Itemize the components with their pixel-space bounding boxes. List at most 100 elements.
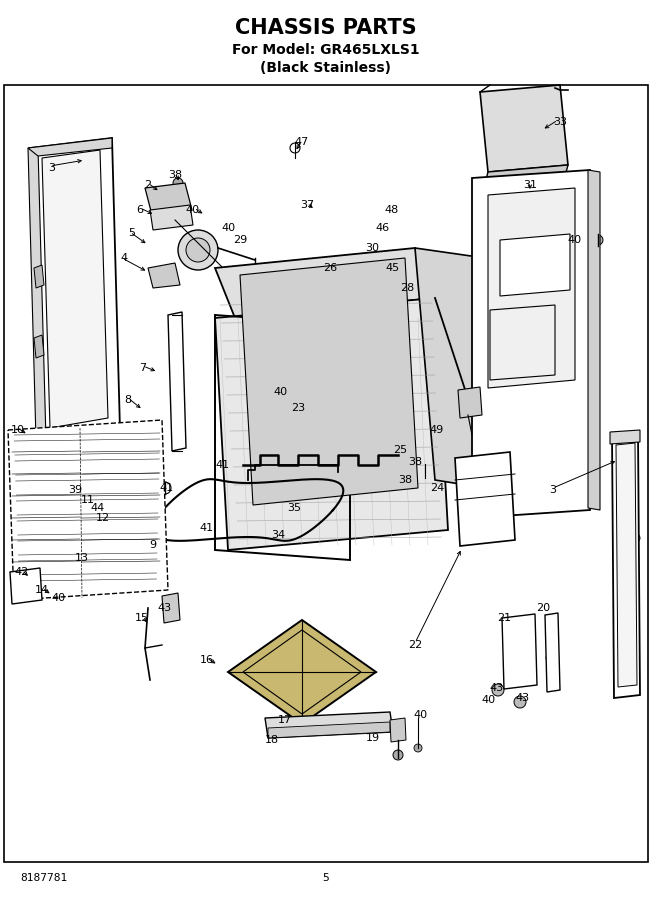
Polygon shape: [215, 248, 435, 318]
Text: 37: 37: [300, 200, 314, 210]
Text: 29: 29: [233, 235, 247, 245]
Text: 22: 22: [408, 640, 422, 650]
Text: 11: 11: [81, 495, 95, 505]
Text: 2: 2: [145, 180, 151, 190]
Polygon shape: [500, 234, 570, 296]
Text: 47: 47: [295, 137, 309, 147]
Polygon shape: [28, 148, 46, 440]
Polygon shape: [240, 258, 418, 505]
Polygon shape: [8, 420, 168, 600]
Polygon shape: [10, 568, 42, 604]
Polygon shape: [610, 430, 640, 444]
Circle shape: [13, 570, 23, 580]
Text: 38: 38: [398, 475, 412, 485]
Circle shape: [159, 482, 171, 494]
Polygon shape: [265, 712, 393, 738]
Text: 19: 19: [366, 733, 380, 743]
Text: 40: 40: [567, 235, 581, 245]
Text: 24: 24: [430, 483, 444, 493]
Circle shape: [547, 674, 555, 682]
Text: 45: 45: [386, 263, 400, 273]
Polygon shape: [28, 138, 112, 156]
Text: 28: 28: [400, 283, 414, 293]
Circle shape: [511, 631, 525, 645]
Text: 48: 48: [385, 205, 399, 215]
Text: 6: 6: [136, 205, 143, 215]
Polygon shape: [30, 138, 120, 440]
Circle shape: [546, 630, 556, 640]
Circle shape: [513, 660, 523, 670]
Text: 41: 41: [200, 523, 214, 533]
Circle shape: [414, 744, 422, 752]
Text: 7: 7: [140, 363, 147, 373]
Text: 33: 33: [553, 117, 567, 127]
Text: 25: 25: [393, 445, 407, 455]
Text: 13: 13: [75, 553, 89, 563]
Text: 9: 9: [149, 540, 156, 550]
Circle shape: [304, 491, 332, 519]
Circle shape: [593, 235, 603, 245]
Polygon shape: [34, 335, 44, 358]
Text: 41: 41: [160, 483, 174, 493]
Text: 23: 23: [291, 403, 305, 413]
Text: 34: 34: [271, 530, 285, 540]
Text: 40: 40: [413, 710, 427, 720]
Text: 38: 38: [168, 170, 182, 180]
Circle shape: [514, 696, 526, 708]
Polygon shape: [390, 718, 406, 742]
Text: 38: 38: [408, 457, 422, 467]
Polygon shape: [472, 170, 590, 518]
Text: 5: 5: [323, 873, 329, 883]
Text: For Model: GR465LXLS1: For Model: GR465LXLS1: [232, 43, 420, 57]
Text: 8187781: 8187781: [20, 873, 67, 883]
Text: 30: 30: [365, 243, 379, 253]
Text: CHASSIS PARTS: CHASSIS PARTS: [235, 18, 417, 38]
Circle shape: [290, 143, 300, 153]
Text: 5: 5: [128, 228, 136, 238]
Text: 44: 44: [91, 503, 105, 513]
Polygon shape: [480, 85, 568, 172]
Text: 42: 42: [15, 567, 29, 577]
Text: 43: 43: [490, 683, 504, 693]
Circle shape: [291, 408, 305, 422]
Text: 40: 40: [481, 695, 495, 705]
Text: 41: 41: [215, 460, 229, 470]
Circle shape: [281, 720, 289, 728]
Polygon shape: [150, 205, 193, 230]
Circle shape: [546, 653, 556, 663]
Text: 40: 40: [273, 387, 287, 397]
Circle shape: [371, 714, 379, 722]
Text: 49: 49: [430, 425, 444, 435]
Polygon shape: [268, 722, 390, 738]
Polygon shape: [488, 188, 575, 388]
Text: 10: 10: [11, 425, 25, 435]
Polygon shape: [612, 432, 640, 698]
Polygon shape: [545, 613, 560, 692]
Polygon shape: [168, 312, 186, 451]
Text: 43: 43: [515, 693, 529, 703]
Circle shape: [173, 178, 183, 188]
Text: 31: 31: [523, 180, 537, 190]
Text: 15: 15: [135, 613, 149, 623]
Text: 40: 40: [221, 223, 235, 233]
Text: 35: 35: [287, 503, 301, 513]
Circle shape: [393, 750, 403, 760]
Text: 40: 40: [186, 205, 200, 215]
Text: (Black Stainless): (Black Stainless): [261, 61, 391, 75]
Circle shape: [311, 498, 325, 512]
Polygon shape: [502, 614, 537, 689]
Polygon shape: [145, 183, 192, 215]
Polygon shape: [42, 150, 108, 428]
Text: 43: 43: [158, 603, 172, 613]
Circle shape: [492, 684, 504, 696]
Text: 12: 12: [96, 513, 110, 523]
Circle shape: [178, 230, 218, 270]
Polygon shape: [34, 265, 44, 288]
Polygon shape: [480, 165, 568, 202]
Text: 8: 8: [125, 395, 132, 405]
Text: 17: 17: [278, 715, 292, 725]
Text: 39: 39: [68, 485, 82, 495]
Polygon shape: [616, 443, 637, 687]
Polygon shape: [415, 248, 498, 490]
Text: 4: 4: [121, 253, 128, 263]
